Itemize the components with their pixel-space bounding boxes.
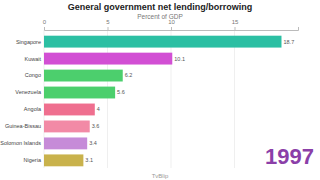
data-label: 10.1 <box>174 56 185 62</box>
bar <box>44 70 123 82</box>
data-label: 5.6 <box>117 89 125 95</box>
data-label: 4 <box>97 106 100 112</box>
grid-line <box>234 30 235 168</box>
bar <box>44 104 95 116</box>
tick-label: 0 <box>43 19 47 25</box>
category-label: Venezuela <box>15 89 42 95</box>
grid-line <box>107 30 108 168</box>
category-label: Nigeria <box>24 157 42 163</box>
chart: General government net lending/borrowing… <box>0 0 320 180</box>
tick-label: 10 <box>168 19 175 25</box>
category-label: Kuwait <box>24 56 41 62</box>
tick: 15 <box>232 19 239 30</box>
tick: 5 <box>106 19 110 30</box>
tick: 0 <box>43 19 47 30</box>
tick-mark <box>235 27 236 30</box>
category-label: Angola <box>24 106 42 112</box>
tick-mark <box>44 27 45 30</box>
watermark: TvBlip <box>152 173 169 179</box>
bar <box>44 53 172 65</box>
grid <box>44 30 235 168</box>
data-label: 18.7 <box>283 39 294 45</box>
data-labels: 18.7 10.1 6.2 5.6 4 3.6 3.4 3.1 <box>85 39 294 164</box>
bar <box>44 121 90 133</box>
category-label: Congo <box>25 72 41 78</box>
tick-mark <box>171 27 172 30</box>
data-label: 3.6 <box>92 123 100 129</box>
bar <box>44 137 87 149</box>
subtitle: Percent of GDP <box>137 13 183 20</box>
data-label: 3.4 <box>89 140 97 146</box>
category-label: Guinea-Bissau <box>5 123 41 129</box>
tick-label: 5 <box>106 19 110 25</box>
tick-label: 15 <box>232 19 239 25</box>
year-label: 1997 <box>265 144 314 169</box>
category-labels: Singapore Kuwait Congo Venezuela Angola Guine… <box>0 39 42 164</box>
title: General government net lending/borrowing <box>68 2 253 12</box>
grid-line <box>171 30 172 168</box>
axis-line <box>45 27 299 31</box>
bar <box>44 87 115 99</box>
tick: 10 <box>168 19 175 30</box>
x-axis: 0 5 10 15 <box>43 19 299 31</box>
category-label: Singapore <box>16 39 41 45</box>
data-label: 3.1 <box>85 157 93 163</box>
data-label: 6.2 <box>125 72 133 78</box>
bar <box>44 154 83 166</box>
bars <box>44 36 281 167</box>
tick-mark <box>108 27 109 30</box>
category-label: Solomon Islands <box>0 140 41 146</box>
bar <box>44 36 281 48</box>
